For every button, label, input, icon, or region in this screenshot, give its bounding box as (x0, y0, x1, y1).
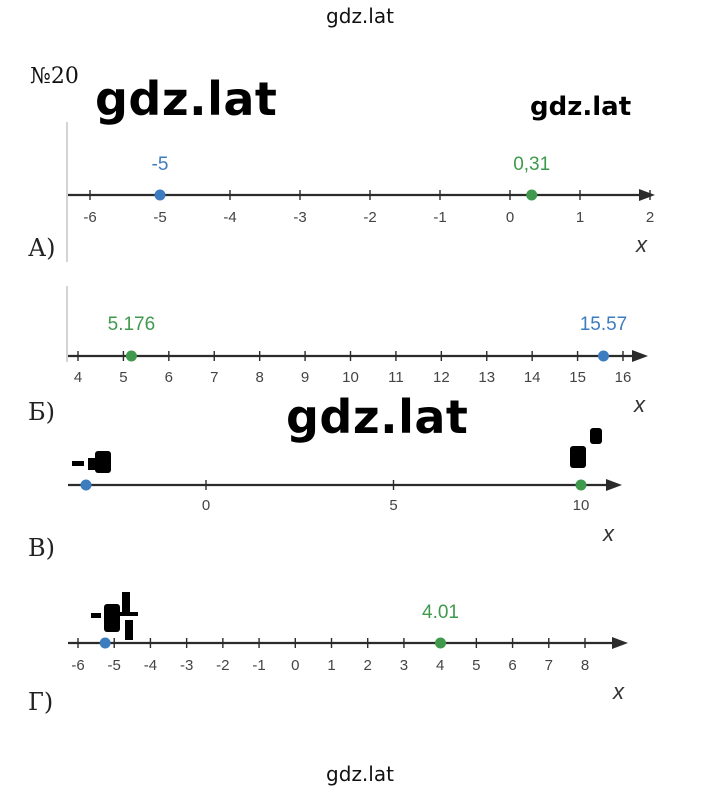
task-number: №20 (30, 64, 79, 89)
number-line-1: 4 5 6 7 8 9 10 11 12 13 14 15 16 5.176 15.57 x (68, 314, 648, 417)
scribble-v-right (570, 428, 602, 468)
scribble-v-left (72, 451, 111, 473)
tick-label: 5 (472, 657, 480, 674)
point-label: 4.01 (422, 602, 459, 623)
tick-label: 7 (545, 657, 553, 674)
tick-label: 0 (202, 497, 210, 514)
tick-label: -5 (108, 657, 121, 674)
tick-label: 8 (255, 369, 263, 386)
part-label-a: А) (28, 234, 56, 262)
point-marker (154, 189, 166, 201)
tick-label: 0 (291, 657, 299, 674)
tick-label: 2 (364, 657, 372, 674)
point-marker (99, 637, 111, 649)
watermark-bottom: gdz.lat (326, 762, 394, 786)
tick-label: -2 (216, 657, 229, 674)
point-marker (526, 189, 538, 201)
part-label-g: Г) (28, 688, 54, 716)
watermark-large-1: gdz.lat (95, 72, 278, 126)
watermark-large-2: gdz.lat (286, 390, 469, 444)
tick-label: 1 (576, 209, 584, 226)
tick-label: 13 (478, 369, 495, 386)
tick-label: -2 (363, 209, 376, 226)
number-line-2: 0 5 10 x (68, 479, 622, 546)
tick-label: -6 (71, 657, 84, 674)
point-label: 0,31 (513, 154, 550, 175)
part-label-b: Б) (28, 398, 55, 426)
tick-label: -3 (180, 657, 193, 674)
tick-label: 5 (119, 369, 127, 386)
tick-label: 10 (342, 369, 359, 386)
axis-arrow (606, 479, 622, 491)
tick-label: 5 (389, 497, 397, 514)
tick-label: 6 (165, 369, 173, 386)
tick-label: 0 (506, 209, 514, 226)
tick-label: 4 (74, 369, 82, 386)
axis-variable: x (633, 392, 646, 417)
tick-label: 7 (210, 369, 218, 386)
axis-variable: x (635, 232, 648, 257)
part-label-v: В) (28, 534, 55, 562)
tick-label: 9 (301, 369, 309, 386)
scribble-g-left (91, 592, 138, 640)
tick-label: -1 (252, 657, 265, 674)
tick-label: 15 (569, 369, 586, 386)
tick-label: 4 (436, 657, 444, 674)
axis-variable: x (612, 679, 625, 704)
watermark-top: gdz.lat (326, 4, 394, 28)
tick-label: -4 (223, 209, 236, 226)
watermark-right: gdz.lat (530, 92, 632, 122)
point-marker (80, 479, 92, 491)
point-marker (435, 637, 447, 649)
tick-label: -1 (433, 209, 446, 226)
number-line-3: -6 -5 -4 -3 -2 -1 0 1 2 3 4 5 6 7 8 4.01 x (68, 602, 628, 704)
number-line-0: -6 -5 -4 -3 -2 -1 0 1 2 -5 0,31 x (68, 154, 655, 257)
tick-label: 8 (581, 657, 589, 674)
tick-label: -5 (153, 209, 166, 226)
tick-label: 11 (388, 369, 404, 386)
point-marker (575, 479, 587, 491)
tick-label: 16 (615, 369, 632, 386)
point-label: 15.57 (580, 314, 628, 335)
axis-arrow (632, 350, 648, 362)
tick-label: 3 (400, 657, 408, 674)
tick-label: -4 (144, 657, 157, 674)
tick-label: 10 (573, 497, 590, 514)
point-label: 5.176 (108, 314, 156, 335)
axis-arrow (639, 189, 655, 201)
tick-label: 2 (646, 209, 654, 226)
point-marker (597, 350, 609, 362)
point-label: -5 (152, 154, 169, 175)
tick-label: -3 (293, 209, 306, 226)
tick-label: 14 (524, 369, 541, 386)
point-marker (125, 350, 137, 362)
tick-label: -6 (83, 209, 96, 226)
axis-variable: x (602, 521, 615, 546)
axis-arrow (612, 637, 628, 649)
tick-label: 12 (433, 369, 450, 386)
tick-label: 6 (508, 657, 516, 674)
tick-label: 1 (327, 657, 335, 674)
